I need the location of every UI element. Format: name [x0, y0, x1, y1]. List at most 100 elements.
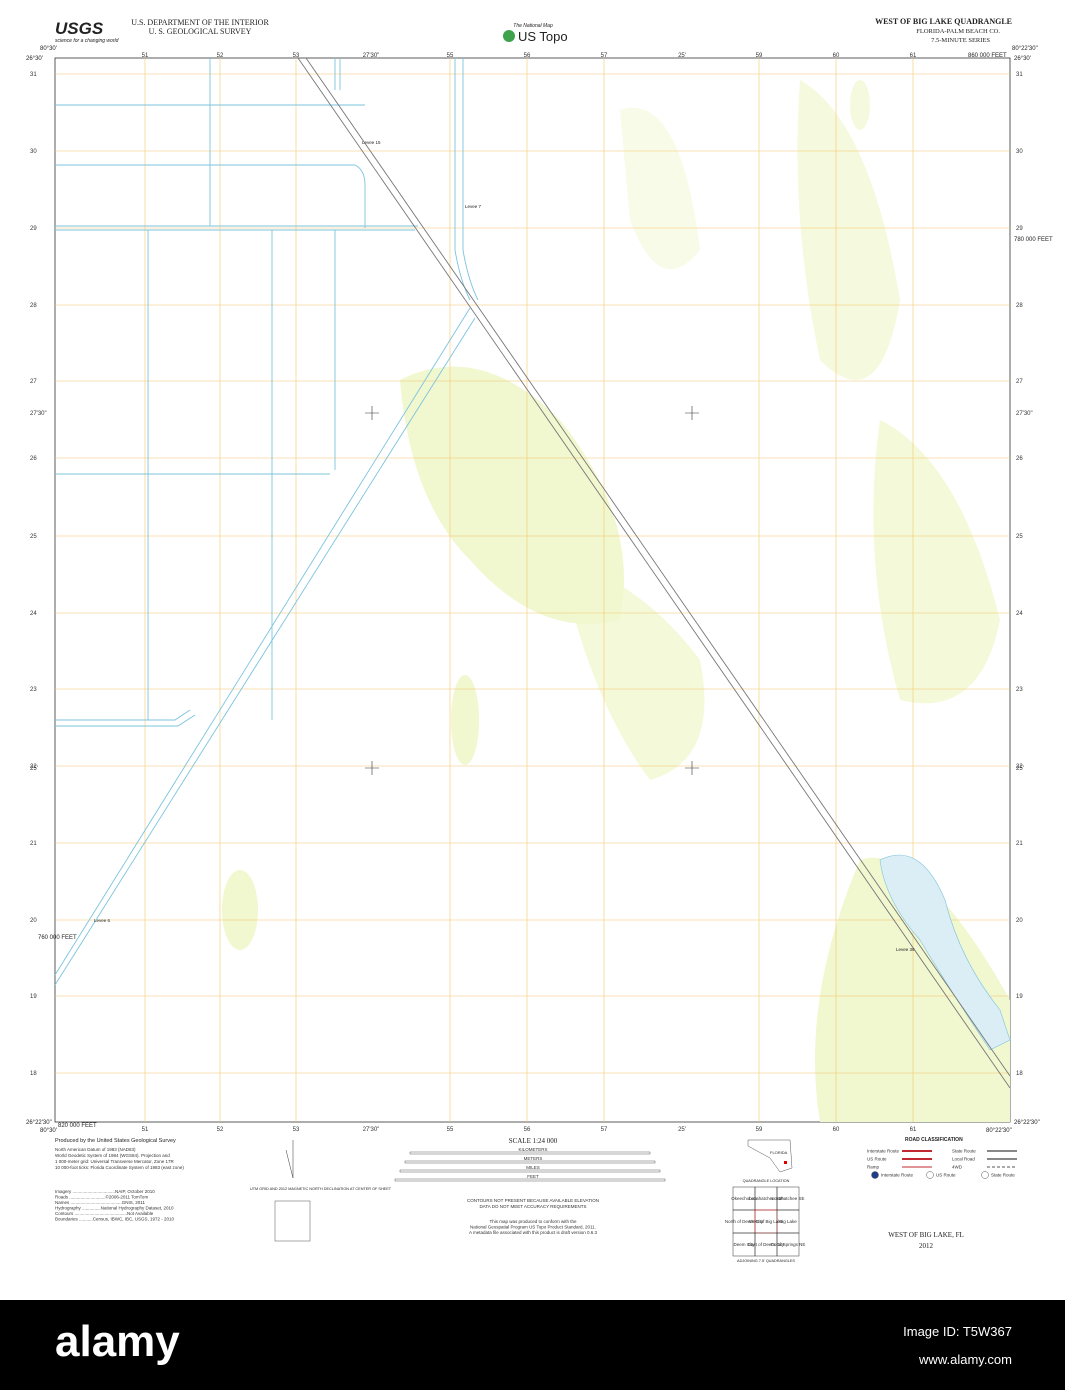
agency-tagline: science for a changing world	[55, 38, 119, 44]
northing-label: 29	[30, 226, 37, 232]
adjoin-name: Okeechobee	[731, 1196, 757, 1201]
agency-logo: USGS	[55, 19, 104, 38]
canals	[54, 58, 479, 986]
northing-label: 28	[1016, 303, 1023, 309]
easting-label: 59	[756, 53, 763, 59]
easting-label: 55	[447, 53, 454, 59]
produced-by: Produced by the United States Geological…	[55, 1138, 176, 1144]
program: US Topo	[518, 29, 568, 44]
datum-note: 1 000-meter grid: Universal Transverse M…	[55, 1159, 175, 1164]
northing-label: 19	[1016, 994, 1023, 1000]
feature-label: Levee 39	[896, 947, 915, 952]
feet-label: 780 000 FEET	[1014, 237, 1053, 243]
easting-label: 51	[142, 1127, 149, 1133]
corner-label: 80°22'30"	[1012, 46, 1038, 52]
source-line: Names ..................................…	[55, 1200, 145, 1205]
road-classification: ROAD CLASSIFICATION	[905, 1137, 963, 1143]
scale-unit: MILES	[526, 1165, 540, 1170]
easting-label: 59	[756, 1127, 763, 1133]
road	[297, 57, 1011, 1089]
northing-label: 26	[1016, 456, 1023, 462]
northing-label: 25'	[1016, 766, 1024, 772]
crosshairs	[365, 406, 699, 775]
adjoining-title: ADJOINING 7.5' QUADRANGLES	[737, 1259, 795, 1263]
datum-note: 10 000-foot ticks: Florida Coordinate Sy…	[55, 1165, 184, 1170]
datum-note: World Geodetic System of 1984 (WGS84). P…	[55, 1153, 170, 1158]
northing-label: 25	[30, 534, 37, 540]
program-icon	[503, 30, 515, 42]
quad-series: 7.5-MINUTE SERIES	[931, 37, 990, 44]
watermark-site: www.alamy.com	[918, 1352, 1012, 1367]
scale-unit: FEET	[527, 1174, 539, 1179]
northing-label: 30	[1016, 149, 1023, 155]
northing-label: 22	[30, 764, 37, 770]
scale-unit: METERS	[524, 1156, 543, 1161]
northing-label: 18	[1016, 1071, 1023, 1077]
source-line: Imagery ................................…	[55, 1189, 155, 1194]
easting-label: 55	[447, 1127, 454, 1133]
contour-note: DATA DO NOT MEET ACCURACY REQUIREMENTS	[479, 1204, 586, 1209]
easting-label: 27'30"	[363, 53, 380, 59]
program-top: The National Map	[513, 23, 553, 29]
corner-labels: 80°30' 26°30' 80°22'30" 26°30' 26°22'30"…	[26, 46, 1053, 1134]
standard-note: National Geospatial Program US Topo Prod…	[470, 1225, 596, 1230]
northing-label: 27	[1016, 379, 1023, 385]
easting-label: 27'30"	[363, 1127, 380, 1133]
easting-label: 25'	[678, 1127, 686, 1133]
year: 2012	[919, 1242, 934, 1250]
standard-note: A metadata file associated with this pro…	[469, 1230, 598, 1235]
easting-label: 52	[217, 1127, 224, 1133]
quad-title: WEST OF BIG LAKE QUADRANGLE	[875, 17, 1012, 26]
watermark-id: Image ID: T5W367	[903, 1324, 1012, 1339]
corner-label: 26°30'	[1014, 56, 1031, 62]
adjoin-name: Deem City	[733, 1242, 755, 1247]
feature-label: Levee 7	[465, 204, 482, 209]
northing-label: 25'	[30, 766, 38, 772]
scale-bar	[404, 1160, 656, 1164]
source-line: Boundaries ...........Census, IBWC, IBC,…	[55, 1217, 175, 1222]
corner-label: 26°22'30"	[26, 1120, 52, 1126]
scale: SCALE 1:24 000	[509, 1137, 558, 1145]
feature-labels: Levee 15 Levee 7 Levee 6 Levee 39	[94, 140, 915, 952]
northing-label: 24	[1016, 611, 1023, 617]
feet-label: 820 000 FEET	[58, 1123, 97, 1129]
declination: UTM GRID AND 2012 MAGNETIC NORTH DECLINA…	[250, 1187, 392, 1191]
northing-label: 21	[1016, 841, 1023, 847]
easting-label: 53	[293, 1127, 300, 1133]
marsh-water	[879, 854, 1011, 1051]
adjoin-name: Coral Springs NE	[771, 1242, 806, 1247]
adjoin-name: Big Lake	[779, 1219, 797, 1224]
easting-label: 53	[293, 53, 300, 59]
easting-label: 61	[910, 1127, 917, 1133]
northing-label: 21	[30, 841, 37, 847]
scale-bars: KILOMETERS METERS MILES FEET	[394, 1147, 666, 1182]
watermark-brand: alamy	[55, 1317, 180, 1366]
north-arrow	[285, 1140, 294, 1179]
survey: U. S. GEOLOGICAL SURVEY	[149, 27, 252, 36]
vegetation	[222, 80, 1010, 1122]
northing-label: 19	[30, 994, 37, 1000]
easting-label: 56	[524, 53, 531, 59]
northing-label: 23	[1016, 687, 1023, 693]
northing-label: 28	[30, 303, 37, 309]
northing-label: 20	[1016, 918, 1023, 924]
road-type: State Route	[952, 1149, 976, 1154]
easting-label: 52	[217, 53, 224, 59]
watermark-band	[0, 1300, 1065, 1390]
northing-label: 22	[1016, 764, 1023, 770]
adjoin-name: Loxahatchee SW	[749, 1196, 784, 1201]
adjoin-name: Loxahatchee SE	[771, 1196, 804, 1201]
grid-zone-box	[274, 1200, 311, 1242]
feature-label: Levee 6	[94, 918, 111, 923]
quad-location-marker	[784, 1161, 787, 1164]
grid	[55, 58, 1010, 1122]
northing-label: 27'30"	[30, 411, 47, 417]
easting-label: 25'	[678, 53, 686, 59]
northing-label: 24	[30, 611, 37, 617]
scale-bar	[409, 1151, 651, 1155]
shield-label: US Route	[936, 1173, 956, 1178]
department: U.S. DEPARTMENT OF THE INTERIOR	[131, 18, 269, 27]
road-type: Ramp	[867, 1165, 880, 1170]
shield-label: Interstate Route	[881, 1173, 914, 1178]
